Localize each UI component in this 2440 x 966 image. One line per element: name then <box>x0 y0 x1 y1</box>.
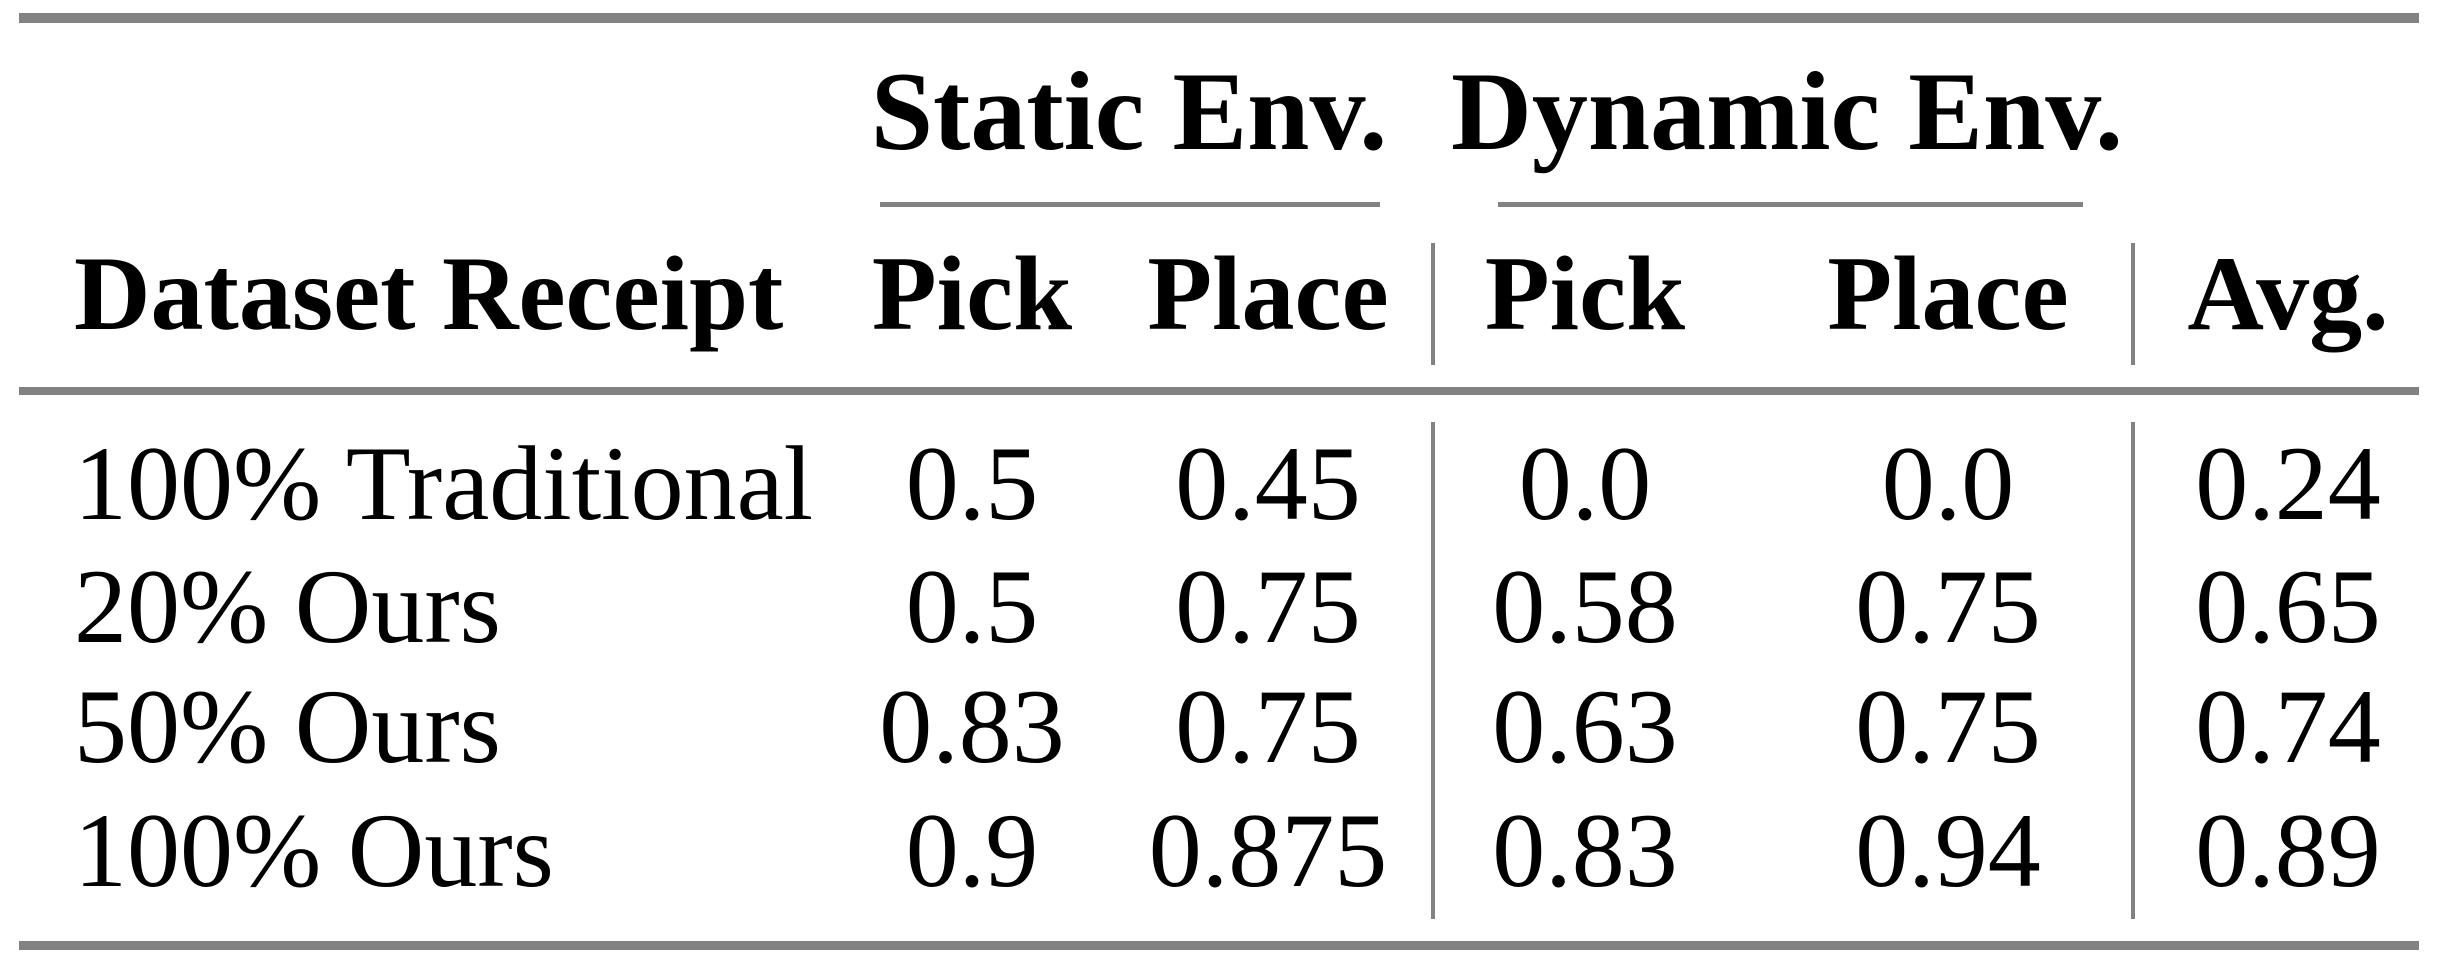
vertical-rule-static-dynamic-top <box>1431 243 1435 365</box>
group-header-static-env: Static Env. <box>870 50 1388 174</box>
table-cell: 0.58 <box>1492 548 1678 665</box>
row-label: 20% Ours <box>74 548 501 665</box>
row-label: 50% Ours <box>74 668 501 785</box>
table-header-rule <box>19 387 2419 395</box>
column-header-avg: Avg. <box>2187 235 2389 352</box>
table-cell: 0.5 <box>905 548 1039 665</box>
table-bottom-rule <box>19 941 2419 950</box>
table-cell: 0.75 <box>1855 668 2041 785</box>
column-header-dynamic-place: Place <box>1827 235 2069 352</box>
group-header-dynamic-env: Dynamic Env. <box>1450 50 2124 174</box>
column-header-static-place: Place <box>1147 235 1389 352</box>
table-cell: 0.0 <box>1518 425 1652 542</box>
table-cell: 0.75 <box>1175 668 1361 785</box>
table-cell: 0.89 <box>2195 792 2381 909</box>
table-cell: 0.5 <box>905 425 1039 542</box>
table-cell: 0.65 <box>2195 548 2381 665</box>
table-cell: 0.74 <box>2195 668 2381 785</box>
table-cell: 0.75 <box>1175 548 1361 665</box>
cmidrule-dynamic-env <box>1498 202 2083 207</box>
row-label: 100% Ours <box>74 792 554 909</box>
table-cell: 0.94 <box>1855 792 2041 909</box>
table-cell: 0.83 <box>1492 792 1678 909</box>
table-cell: 0.63 <box>1492 668 1678 785</box>
table-cell: 0.45 <box>1175 425 1361 542</box>
table-cell: 0.0 <box>1881 425 2015 542</box>
vertical-rule-dynamic-avg-top <box>2131 243 2135 365</box>
column-header-static-pick: Pick <box>871 235 1073 352</box>
table-cell: 0.83 <box>879 668 1065 785</box>
table-cell: 0.9 <box>905 792 1039 909</box>
vertical-rule-static-dynamic-body <box>1431 422 1435 919</box>
column-header-dynamic-pick: Pick <box>1484 235 1686 352</box>
table-cell: 0.875 <box>1148 792 1388 909</box>
vertical-rule-dynamic-avg-body <box>2131 422 2135 919</box>
table-top-rule <box>19 13 2419 23</box>
column-header-dataset-receipt: Dataset Receipt <box>74 235 784 352</box>
cmidrule-static-env <box>880 202 1380 207</box>
table-cell: 0.75 <box>1855 548 2041 665</box>
row-label: 100% Traditional <box>74 425 814 542</box>
table-cell: 0.24 <box>2195 425 2381 542</box>
